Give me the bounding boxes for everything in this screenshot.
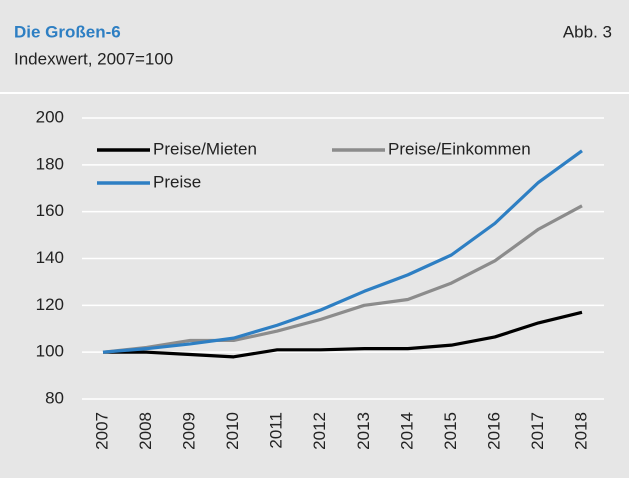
figure-label: Abb. 3 (563, 22, 612, 41)
x-tick-label: 2009 (180, 412, 199, 450)
x-tick-label: 2014 (397, 412, 416, 450)
series-line (102, 204, 583, 354)
legend-label: Preise/Einkommen (388, 139, 531, 158)
x-tick-label: 2011 (267, 412, 286, 449)
x-tick-label: 2018 (571, 412, 590, 450)
y-tick-label: 140 (36, 248, 64, 267)
x-tick-label: 2008 (136, 412, 155, 450)
x-tick-label: 2007 (92, 412, 111, 450)
y-tick-label: 80 (45, 388, 64, 407)
y-tick-label: 180 (36, 154, 64, 173)
x-tick-label: 2017 (528, 412, 547, 450)
x-tick-label: 2012 (310, 412, 329, 450)
y-tick-label: 160 (36, 201, 64, 220)
legend-label: Preise (153, 172, 201, 191)
x-tick-label: 2013 (354, 412, 373, 450)
x-tick-label: 2015 (441, 412, 460, 450)
chart-subtitle: Indexwert, 2007=100 (14, 49, 173, 68)
y-tick-label: 120 (36, 295, 64, 314)
y-tick-label: 100 (36, 342, 64, 361)
chart-title: Die Großen-6 (14, 22, 121, 41)
legend-label: Preise/Mieten (153, 139, 257, 158)
x-tick-label: 2010 (223, 412, 242, 450)
x-tick-label: 2016 (484, 412, 503, 450)
series-line (103, 310, 583, 359)
series-line (102, 149, 583, 354)
y-tick-label: 200 (36, 107, 64, 126)
